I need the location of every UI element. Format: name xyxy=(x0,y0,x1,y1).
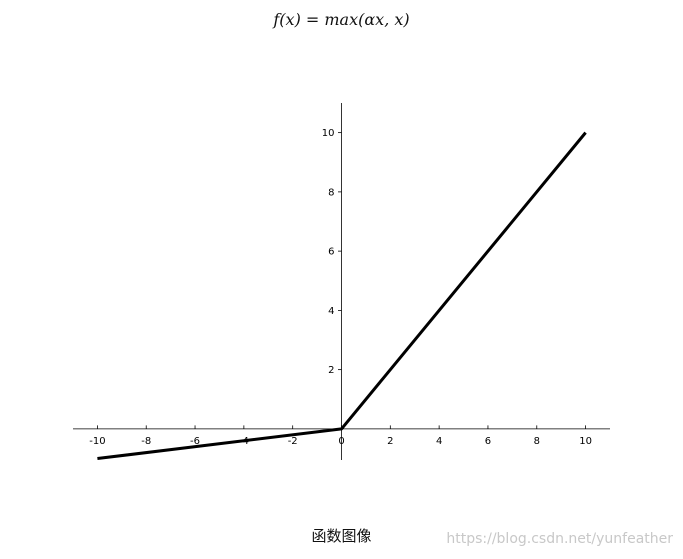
y-tick-label: 8 xyxy=(328,187,334,198)
watermark: https://blog.csdn.net/yunfeather xyxy=(446,531,673,547)
y-tick: 6 xyxy=(328,247,342,258)
x-tick-label: 8 xyxy=(534,436,540,447)
x-tick-label: -10 xyxy=(89,436,105,447)
x-tick: 10 xyxy=(579,425,592,447)
y-tick: 2 xyxy=(328,365,342,376)
y-tick: 4 xyxy=(328,306,342,317)
x-tick: 4 xyxy=(436,425,442,447)
y-tick-label: 4 xyxy=(328,306,334,317)
x-tick-label: -2 xyxy=(288,436,298,447)
y-tick: 8 xyxy=(328,187,342,198)
x-tick-label: 10 xyxy=(579,436,592,447)
x-tick-label: -8 xyxy=(141,436,151,447)
x-tick: -6 xyxy=(190,425,200,447)
x-tick: 2 xyxy=(387,425,394,447)
y-tick-label: 6 xyxy=(328,247,334,258)
x-tick: 8 xyxy=(534,425,540,447)
x-tick: 6 xyxy=(485,425,491,447)
x-tick: -10 xyxy=(89,425,106,447)
x-tick-label: 0 xyxy=(338,436,344,447)
x-tick-label: 6 xyxy=(485,436,491,447)
y-tick-label: 2 xyxy=(328,365,334,376)
x-tick: -8 xyxy=(141,425,151,447)
figure-caption: 函数图像 xyxy=(311,527,372,545)
x-tick-label: 2 xyxy=(387,436,393,447)
x-tick: -2 xyxy=(288,425,298,447)
function-line xyxy=(97,131,587,461)
x-tick-label: -6 xyxy=(190,436,200,447)
x-tick-label: 4 xyxy=(436,436,442,447)
chart-title: f(x) = max(αx, x) xyxy=(273,10,410,29)
y-tick: 10 xyxy=(322,128,342,139)
y-tick-label: 10 xyxy=(322,128,335,139)
